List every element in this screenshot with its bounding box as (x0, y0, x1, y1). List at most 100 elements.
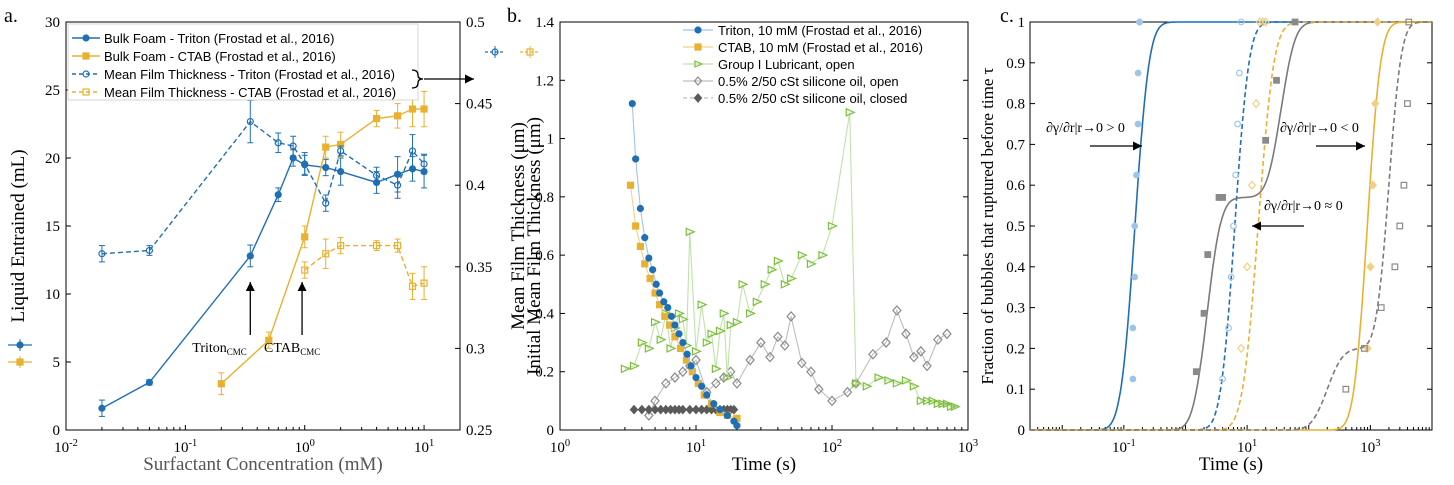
data-point (1219, 194, 1226, 201)
data-point (1371, 98, 1380, 109)
legend-marker (693, 93, 703, 103)
data-point (711, 364, 722, 374)
data-point (1247, 180, 1257, 190)
data-point (98, 404, 106, 412)
data-point (337, 147, 345, 155)
x-tick-label: 100 (550, 438, 570, 456)
data-point (664, 304, 672, 312)
series-line-1 (629, 185, 738, 419)
data-point (780, 279, 791, 289)
data-point (1234, 120, 1241, 128)
data-point (780, 340, 790, 351)
data-point (1360, 345, 1368, 352)
data-point (1200, 309, 1208, 317)
data-point (697, 300, 708, 310)
data-point (628, 99, 636, 108)
data-point (862, 381, 873, 391)
data-point (671, 321, 679, 329)
data-point (1405, 18, 1413, 26)
data-point (698, 382, 706, 390)
data-point (675, 330, 683, 338)
data-point (881, 337, 891, 348)
series-line-0 (101, 156, 425, 409)
data-point (928, 396, 939, 406)
annotation-negative-arrow-head (1356, 141, 1365, 151)
data-point (756, 337, 766, 348)
data-point (916, 396, 927, 406)
left-legend (8, 339, 32, 368)
data-point (723, 373, 734, 382)
data-point (650, 404, 660, 415)
data-point (337, 168, 345, 176)
data-point (644, 404, 654, 415)
data-point (372, 171, 381, 180)
y-right-tick-label: 0.25 (466, 423, 492, 439)
right-legend-marker (491, 48, 499, 56)
x-tick-label: 10-1 (1112, 438, 1136, 456)
data-point (645, 254, 653, 262)
data-point (650, 317, 662, 327)
data-point (1252, 98, 1261, 109)
y-tick-label: 0.1 (1006, 382, 1025, 398)
data-point (1131, 273, 1139, 281)
y-right-tick-label: 0.4 (466, 178, 485, 194)
data-point (676, 344, 685, 352)
data-point (716, 406, 724, 414)
data-point (1237, 18, 1245, 26)
data-point (1136, 18, 1143, 26)
brace (411, 69, 424, 89)
data-point (1377, 304, 1385, 311)
data-point (1400, 181, 1408, 189)
annotation-negative: ∂γ/∂r|r→0 < 0 (1280, 121, 1359, 136)
data-point (372, 114, 381, 123)
data-point (806, 259, 817, 269)
annotation-positive-arrow-head (1133, 141, 1142, 151)
panel-b-chart: 100 101 102 103 0 0.2 0.4 0.6 0.8 1 1.2 1.4 Time (s)… (508, 15, 978, 475)
data-point (1261, 17, 1270, 27)
data-point (773, 331, 783, 343)
data-point (1396, 222, 1404, 230)
x-axis-label: Time (s) (1199, 454, 1263, 475)
data-point (670, 372, 680, 383)
data-point (868, 348, 878, 360)
x-tick-label: 103 (1360, 438, 1380, 456)
data-point (1131, 222, 1139, 230)
data-point (1230, 222, 1237, 230)
data-point (797, 250, 808, 260)
data-point (933, 334, 943, 346)
legend-label: Bulk Foam - CTAB (Frostad et al., 2016) (104, 49, 336, 64)
data-point (1262, 136, 1270, 144)
data-point (827, 395, 837, 407)
data-point (719, 309, 730, 318)
legend-marker (82, 70, 90, 78)
data-point (732, 317, 743, 327)
triton-cmc-arrow-head (245, 282, 255, 291)
data-point (710, 400, 718, 408)
data-point (420, 160, 428, 168)
data-point (732, 377, 742, 389)
data-point (773, 256, 784, 266)
data-point (1291, 18, 1299, 26)
data-point (752, 297, 763, 307)
y-tick-label: 0.8 (1006, 97, 1025, 113)
data-point (393, 112, 402, 120)
data-point (767, 265, 778, 275)
data-point (685, 404, 695, 415)
y-tick-label: 30 (45, 15, 60, 31)
annotation-positive: ∂γ/∂r|r→0 > 0 (1046, 121, 1125, 136)
y-tick-label: 0.2 (535, 365, 554, 381)
curve-gray-dashed (1030, 21, 1432, 431)
data-point (715, 326, 726, 336)
data-point (636, 204, 644, 213)
data-point (646, 274, 654, 283)
legend-box (67, 23, 419, 101)
data-point (707, 329, 718, 339)
y-right-tick-label: 0.5 (466, 15, 485, 31)
legend-label: Group I Lubricant, open (718, 57, 855, 72)
x-tick-label: 101 (686, 438, 706, 456)
data-point (1204, 251, 1212, 258)
data-point (691, 354, 701, 366)
legend: Triton, 10 mM (Frostad et al., 2016) CTAB… (683, 23, 923, 106)
y-axis-label: Mean Film Thickness (μm) (508, 122, 529, 330)
